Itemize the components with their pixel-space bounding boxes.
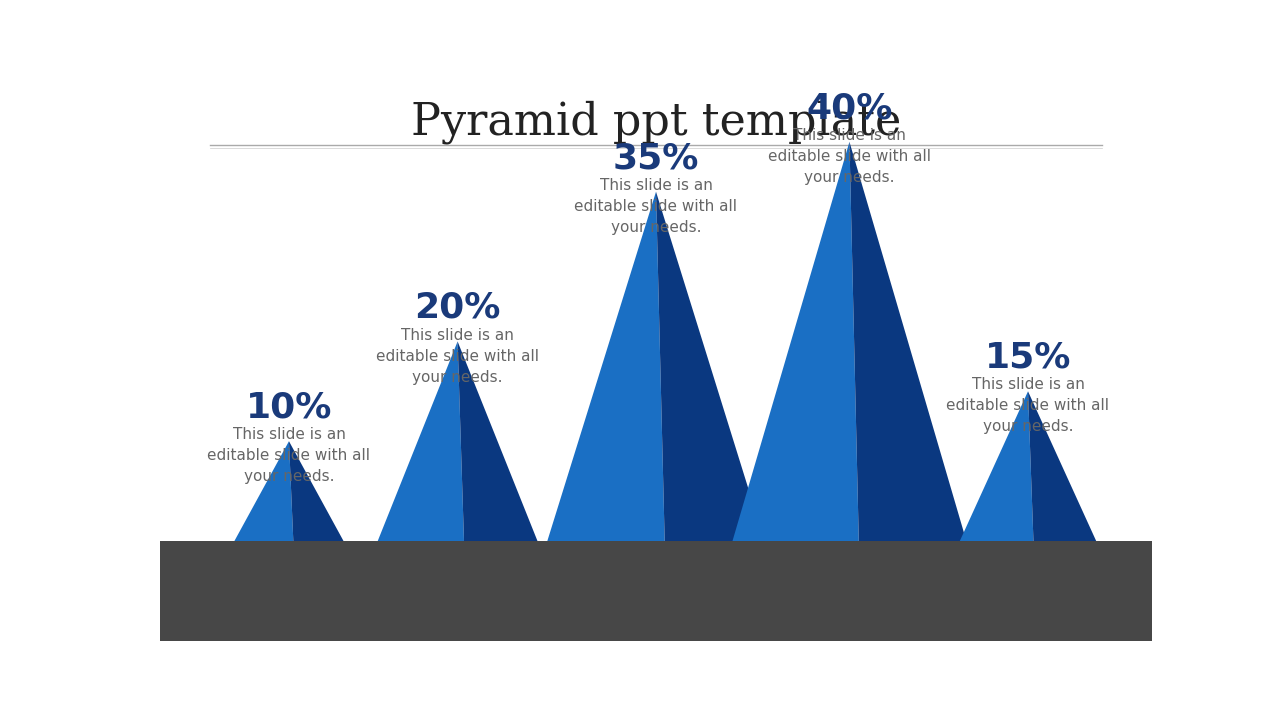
Polygon shape — [850, 142, 966, 541]
Text: 35%: 35% — [613, 141, 699, 175]
Text: This slide is an
editable slide with all
your needs.: This slide is an editable slide with all… — [207, 428, 370, 485]
Bar — [160, 541, 1152, 641]
Polygon shape — [960, 392, 1033, 541]
Text: Pyramid ppt template: Pyramid ppt template — [411, 101, 901, 144]
Text: This slide is an
editable slide with all
your needs.: This slide is an editable slide with all… — [376, 328, 539, 384]
Polygon shape — [289, 441, 343, 541]
Polygon shape — [657, 192, 764, 541]
Polygon shape — [234, 441, 293, 541]
Polygon shape — [732, 142, 859, 541]
Text: 10%: 10% — [246, 390, 332, 425]
Text: 40%: 40% — [806, 91, 892, 125]
Polygon shape — [458, 341, 538, 541]
Text: This slide is an
editable slide with all
your needs.: This slide is an editable slide with all… — [768, 128, 931, 185]
Text: 20%: 20% — [415, 291, 500, 325]
Text: 15%: 15% — [984, 341, 1071, 374]
Text: This slide is an
editable slide with all
your needs.: This slide is an editable slide with all… — [946, 377, 1110, 434]
Polygon shape — [378, 341, 463, 541]
Polygon shape — [1028, 392, 1096, 541]
Text: This slide is an
editable slide with all
your needs.: This slide is an editable slide with all… — [575, 178, 737, 235]
Polygon shape — [548, 192, 664, 541]
